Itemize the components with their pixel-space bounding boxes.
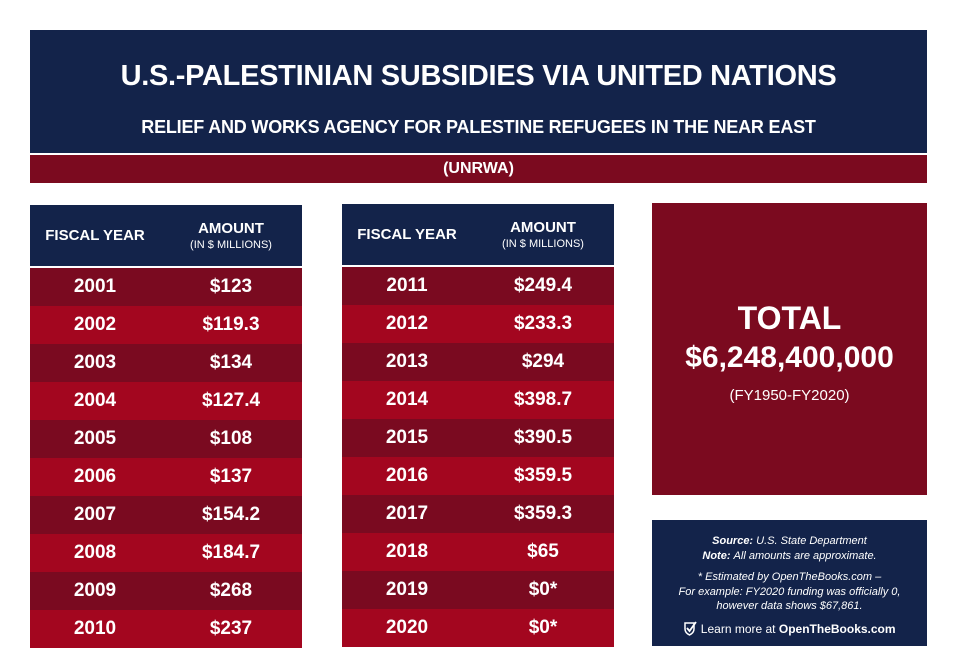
table-row: 2010 $237 — [30, 610, 302, 648]
amount-cell: $398.7 — [513, 389, 573, 410]
amount-cell: $390.5 — [513, 427, 573, 448]
amount-cell: $359.3 — [513, 503, 573, 524]
table-row: 2002 $119.3 — [30, 306, 302, 344]
table-row: 2004 $127.4 — [30, 382, 302, 420]
amount-cell: $137 — [209, 466, 253, 487]
table-row: 2013 $294 — [342, 343, 614, 381]
fiscal-year-cell: 2004 — [73, 390, 117, 411]
amount-cell: $134 — [209, 352, 253, 373]
table-row: 2016 $359.5 — [342, 457, 614, 495]
fiscal-year-cell: 2002 — [73, 314, 117, 335]
table-row: 2019 $0* — [342, 571, 614, 609]
fiscal-year-cell: 2001 — [73, 276, 117, 297]
fiscal-year-cell: 2017 — [385, 503, 429, 524]
table-row: 2008 $184.7 — [30, 534, 302, 572]
site-link[interactable]: OpenTheBooks.com — [778, 621, 896, 636]
table-row: 2018 $65 — [342, 533, 614, 571]
column-header-fiscal-year: FISCAL YEAR — [357, 226, 457, 243]
table-row: 2003 $134 — [30, 344, 302, 382]
amount-cell: $108 — [209, 428, 253, 449]
fiscal-year-cell: 2015 — [385, 427, 429, 448]
fiscal-year-cell: 2006 — [73, 466, 117, 487]
table-header: FISCAL YEAR AMOUNT (IN $ MILLIONS) — [30, 205, 302, 268]
total-box: TOTAL $6,248,400,000 (FY1950-FY2020) — [652, 203, 927, 495]
page-title: U.S.-PALESTINIAN SUBSIDIES VIA UNITED NA… — [120, 60, 837, 92]
table-row: 2005 $108 — [30, 420, 302, 458]
amount-cell: $359.5 — [513, 465, 573, 486]
fiscal-year-cell: 2014 — [385, 389, 429, 410]
fiscal-year-cell: 2008 — [73, 542, 117, 563]
fiscal-year-cell: 2010 — [73, 618, 117, 639]
page-subtitle: RELIEF AND WORKS AGENCY FOR PALESTINE RE… — [141, 117, 816, 137]
fiscal-year-cell: 2009 — [73, 580, 117, 601]
amount-cell: $154.2 — [201, 504, 261, 525]
fiscal-year-cell: 2016 — [385, 465, 429, 486]
header-banner: U.S.-PALESTINIAN SUBSIDIES VIA UNITED NA… — [30, 30, 927, 153]
learn-more[interactable]: Learn more at OpenTheBooks.com — [652, 620, 927, 640]
fiscal-year-cell: 2012 — [385, 313, 429, 334]
funding-table-2011-2020: FISCAL YEAR AMOUNT (IN $ MILLIONS) 2011 $249… — [342, 204, 614, 647]
table-row: 2020 $0* — [342, 609, 614, 647]
table-row: 2017 $359.3 — [342, 495, 614, 533]
total-range: (FY1950-FY2020) — [729, 387, 850, 404]
fiscal-year-cell: 2007 — [73, 504, 117, 525]
fiscal-year-cell: 2003 — [73, 352, 117, 373]
table-row: 2001 $123 — [30, 268, 302, 306]
amount-cell: $294 — [521, 351, 565, 372]
table-row: 2014 $398.7 — [342, 381, 614, 419]
amount-cell: $237 — [209, 618, 253, 639]
table-row: 2009 $268 — [30, 572, 302, 610]
table-row: 2006 $137 — [30, 458, 302, 496]
fiscal-year-cell: 2005 — [73, 428, 117, 449]
funding-table-2001-2010: FISCAL YEAR AMOUNT (IN $ MILLIONS) 2001 $123… — [30, 205, 302, 648]
table-header: FISCAL YEAR AMOUNT (IN $ MILLIONS) — [342, 204, 614, 267]
column-header-amount: AMOUNT (IN $ MILLIONS) — [190, 219, 272, 251]
fiscal-year-cell: 2020 — [385, 617, 429, 638]
fiscal-year-cell: 2013 — [385, 351, 429, 372]
amount-cell: $0* — [528, 579, 558, 600]
table-row: 2011 $249.4 — [342, 267, 614, 305]
amount-cell: $249.4 — [513, 275, 573, 296]
column-header-fiscal-year: FISCAL YEAR — [45, 227, 145, 244]
fiscal-year-cell: 2011 — [386, 275, 428, 296]
table-row: 2015 $390.5 — [342, 419, 614, 457]
amount-cell: $184.7 — [201, 542, 261, 563]
column-header-amount: AMOUNT (IN $ MILLIONS) — [502, 218, 584, 250]
total-label: TOTAL — [737, 300, 842, 336]
fiscal-year-cell: 2019 — [385, 579, 429, 600]
check-shield-icon — [683, 620, 698, 640]
amount-cell: $0* — [528, 617, 558, 638]
amount-cell: $268 — [209, 580, 253, 601]
amount-cell: $123 — [209, 276, 253, 297]
table-row: 2007 $154.2 — [30, 496, 302, 534]
amount-cell: $119.3 — [202, 314, 260, 335]
fiscal-year-cell: 2018 — [385, 541, 429, 562]
total-value: $6,248,400,000 — [685, 341, 894, 374]
acronym-bar: (UNRWA) — [30, 155, 927, 183]
notes-box: Source: U.S. State Department Note: All … — [652, 520, 927, 646]
table-row: 2012 $233.3 — [342, 305, 614, 343]
amount-cell: $233.3 — [513, 313, 573, 334]
amount-cell: $127.4 — [201, 390, 261, 411]
amount-cell: $65 — [527, 541, 559, 562]
